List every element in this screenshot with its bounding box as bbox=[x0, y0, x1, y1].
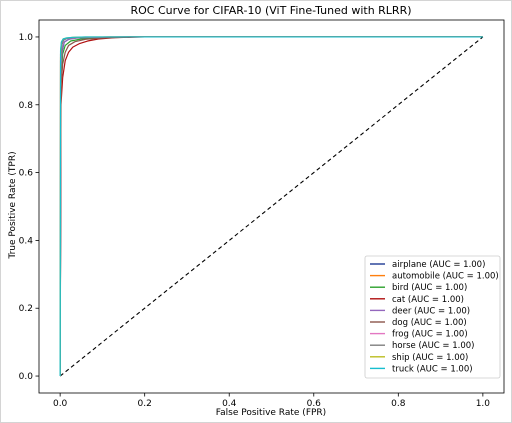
legend-entry-1: automobile (AUC = 1.00) bbox=[392, 272, 499, 282]
legend-entry-7: horse (AUC = 1.00) bbox=[392, 341, 475, 351]
y-tick-label-4: 0.8 bbox=[19, 101, 34, 111]
y-tick-label-5: 1.0 bbox=[19, 33, 34, 43]
x-tick-label-3: 0.6 bbox=[307, 399, 322, 409]
x-tick-label-0: 0.0 bbox=[53, 399, 68, 409]
x-tick-label-2: 0.4 bbox=[222, 399, 237, 409]
y-tick-label-3: 0.6 bbox=[19, 169, 34, 179]
legend-entry-6: frog (AUC = 1.00) bbox=[392, 330, 468, 340]
legend: airplane (AUC = 1.00) automobile (AUC = 1… bbox=[365, 256, 500, 378]
chart-title: ROC Curve for CIFAR-10 (ViT Fine-Tuned w… bbox=[130, 4, 411, 17]
x-axis-label: False Positive Rate (FPR) bbox=[216, 408, 326, 418]
legend-entry-0: airplane (AUC = 1.00) bbox=[392, 260, 485, 270]
y-tick-label-1: 0.2 bbox=[19, 304, 33, 314]
x-tick-label-1: 0.2 bbox=[138, 399, 152, 409]
legend-entry-8: ship (AUC = 1.00) bbox=[392, 353, 468, 363]
legend-entry-3: cat (AUC = 1.00) bbox=[392, 295, 464, 305]
x-tick-label-5: 1.0 bbox=[476, 399, 491, 409]
x-tick-label-4: 0.8 bbox=[391, 399, 406, 409]
legend-entry-2: bird (AUC = 1.00) bbox=[392, 283, 467, 293]
y-axis-label: True Positive Rate (TPR) bbox=[8, 151, 18, 259]
legend-entry-5: dog (AUC = 1.00) bbox=[392, 318, 467, 328]
legend-entry-4: deer (AUC = 1.00) bbox=[392, 306, 470, 316]
y-tick-label-0: 0.0 bbox=[19, 372, 34, 382]
y-tick-label-2: 0.4 bbox=[19, 236, 34, 246]
legend-entry-9: truck (AUC = 1.00) bbox=[392, 364, 473, 374]
